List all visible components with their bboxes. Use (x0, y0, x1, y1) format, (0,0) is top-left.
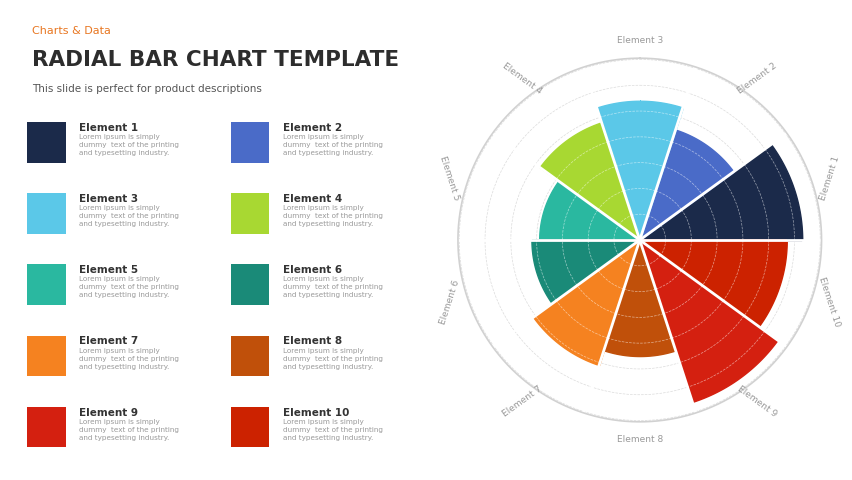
Text: Element 7: Element 7 (500, 384, 543, 419)
Text: Lorem ipsum is simply
dummy  text of the printing
and typesetting industry.: Lorem ipsum is simply dummy text of the … (79, 348, 179, 370)
Text: Element 6: Element 6 (438, 278, 461, 325)
Text: Element 6: Element 6 (282, 265, 342, 276)
FancyBboxPatch shape (27, 193, 66, 234)
Text: Element 3: Element 3 (616, 36, 662, 45)
Text: Element 4: Element 4 (500, 61, 543, 96)
Text: Lorem ipsum is simply
dummy  text of the printing
and typesetting industry.: Lorem ipsum is simply dummy text of the … (79, 276, 179, 299)
Text: Element 4: Element 4 (282, 194, 342, 204)
Text: Element 1: Element 1 (817, 155, 840, 202)
Text: Element 9: Element 9 (735, 384, 778, 419)
FancyBboxPatch shape (27, 407, 66, 447)
Text: Element 7: Element 7 (79, 336, 138, 347)
Text: This slide is perfect for product descriptions: This slide is perfect for product descri… (32, 84, 262, 94)
FancyBboxPatch shape (27, 264, 66, 305)
Text: Lorem ipsum is simply
dummy  text of the printing
and typesetting industry.: Lorem ipsum is simply dummy text of the … (79, 419, 179, 441)
FancyBboxPatch shape (230, 193, 268, 234)
FancyBboxPatch shape (230, 122, 268, 163)
Text: Lorem ipsum is simply
dummy  text of the printing
and typesetting industry.: Lorem ipsum is simply dummy text of the … (79, 134, 179, 156)
FancyBboxPatch shape (230, 264, 268, 305)
FancyBboxPatch shape (27, 336, 66, 376)
Text: Element 5: Element 5 (438, 155, 461, 202)
Text: Element 2: Element 2 (735, 61, 778, 96)
FancyBboxPatch shape (27, 122, 66, 163)
Text: Element 8: Element 8 (282, 336, 342, 347)
Text: Element 5: Element 5 (79, 265, 138, 276)
Text: Element 3: Element 3 (79, 194, 138, 204)
Text: Lorem ipsum is simply
dummy  text of the printing
and typesetting industry.: Lorem ipsum is simply dummy text of the … (79, 205, 179, 228)
Text: Lorem ipsum is simply
dummy  text of the printing
and typesetting industry.: Lorem ipsum is simply dummy text of the … (282, 276, 382, 299)
FancyBboxPatch shape (230, 336, 268, 376)
Text: Element 2: Element 2 (282, 123, 342, 133)
Text: Lorem ipsum is simply
dummy  text of the printing
and typesetting industry.: Lorem ipsum is simply dummy text of the … (282, 419, 382, 441)
Text: Element 10: Element 10 (282, 408, 348, 418)
Text: Element 1: Element 1 (79, 123, 138, 133)
FancyBboxPatch shape (230, 407, 268, 447)
Text: Element 8: Element 8 (616, 435, 662, 444)
Text: Lorem ipsum is simply
dummy  text of the printing
and typesetting industry.: Lorem ipsum is simply dummy text of the … (282, 134, 382, 156)
Text: Element 10: Element 10 (816, 276, 841, 328)
Text: Charts & Data: Charts & Data (32, 26, 111, 36)
Text: Lorem ipsum is simply
dummy  text of the printing
and typesetting industry.: Lorem ipsum is simply dummy text of the … (282, 205, 382, 228)
Text: RADIAL BAR CHART TEMPLATE: RADIAL BAR CHART TEMPLATE (32, 50, 398, 71)
Text: Lorem ipsum is simply
dummy  text of the printing
and typesetting industry.: Lorem ipsum is simply dummy text of the … (282, 348, 382, 370)
Text: Element 9: Element 9 (79, 408, 138, 418)
